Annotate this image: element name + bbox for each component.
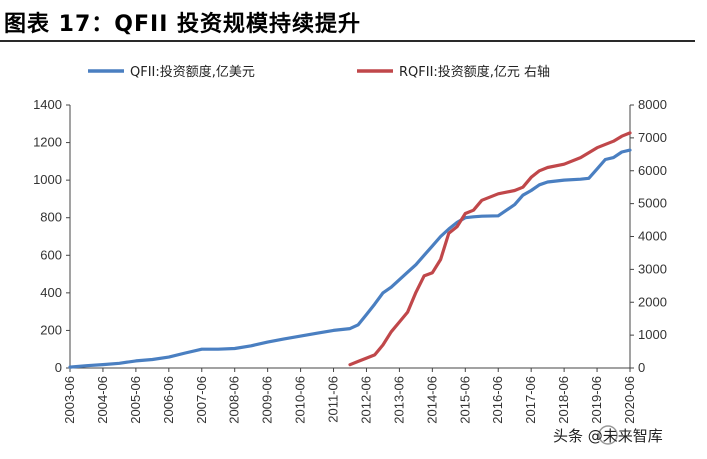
- x-tick-label: 2004-06: [95, 376, 110, 424]
- x-tick-label: 2012-06: [358, 376, 373, 424]
- watermark-logo-icon: [598, 425, 618, 445]
- x-tick-label: 2016-06: [490, 376, 505, 424]
- legend-label-2: RQFII:投资额度,亿元 右轴: [399, 64, 550, 80]
- left-tick-label: 400: [40, 285, 62, 300]
- figure-title: 图表 17：QFII 投资规模持续提升: [4, 12, 362, 37]
- right-tick-label: 3000: [638, 261, 667, 276]
- left-tick-label: 0: [55, 360, 62, 375]
- left-tick-label: 1400: [33, 97, 62, 112]
- x-tick-label: 2006-06: [161, 376, 176, 424]
- x-tick-label: 2019-06: [589, 376, 604, 424]
- series-line-1: [68, 148, 632, 369]
- series-layer: [68, 131, 632, 369]
- x-tick-label: 2005-06: [128, 376, 143, 424]
- left-tick-label: 800: [40, 210, 62, 225]
- right-tick-label: 8000: [638, 97, 667, 112]
- figure-header: 图表 17：QFII 投资规模持续提升: [0, 0, 707, 46]
- right-tick-label: 5000: [638, 196, 667, 211]
- right-tick-label: 6000: [638, 163, 667, 178]
- x-tick-label: 2003-06: [62, 376, 77, 424]
- right-tick-label: 2000: [638, 294, 667, 309]
- legend-label-1: QFII:投资额度,亿美元: [130, 64, 255, 80]
- right-tick-label: 0: [638, 360, 645, 375]
- right-tick-label: 7000: [638, 130, 667, 145]
- left-tick-label: 1200: [33, 135, 62, 150]
- right-tick-label: 1000: [638, 327, 667, 342]
- watermark: 头条 @未来智库: [553, 425, 663, 445]
- x-tick-label: 2014-06: [424, 376, 439, 424]
- x-tick-label: 2011-06: [326, 376, 341, 423]
- right-tick-label: 4000: [638, 229, 667, 244]
- chart-axes: 0 200 400 600 800 1000 1200 1400 0 1000 2000 3000 40…: [33, 97, 667, 424]
- x-tick-label: 2015-06: [457, 376, 472, 424]
- x-tick-label: 2010-06: [293, 376, 308, 424]
- x-tick-label: 2007-06: [194, 376, 209, 424]
- x-tick-label: 2008-06: [227, 376, 242, 424]
- title-divider: [0, 40, 695, 42]
- watermark-text: 头条 @未来智库: [553, 427, 663, 445]
- x-tick-label: 2013-06: [391, 376, 406, 424]
- chart-legend: QFII:投资额度,亿美元 RQFII:投资额度,亿元 右轴: [88, 64, 550, 80]
- left-tick-label: 1000: [33, 172, 62, 187]
- x-tick-label: 2017-06: [523, 376, 538, 424]
- x-tick-label: 2018-06: [556, 376, 571, 424]
- x-tick-label: 2009-06: [260, 376, 275, 424]
- series-line-2: [348, 131, 632, 367]
- x-tick-label: 2020-06: [622, 376, 637, 424]
- left-tick-label: 200: [40, 322, 62, 337]
- left-tick-label: 600: [40, 247, 62, 262]
